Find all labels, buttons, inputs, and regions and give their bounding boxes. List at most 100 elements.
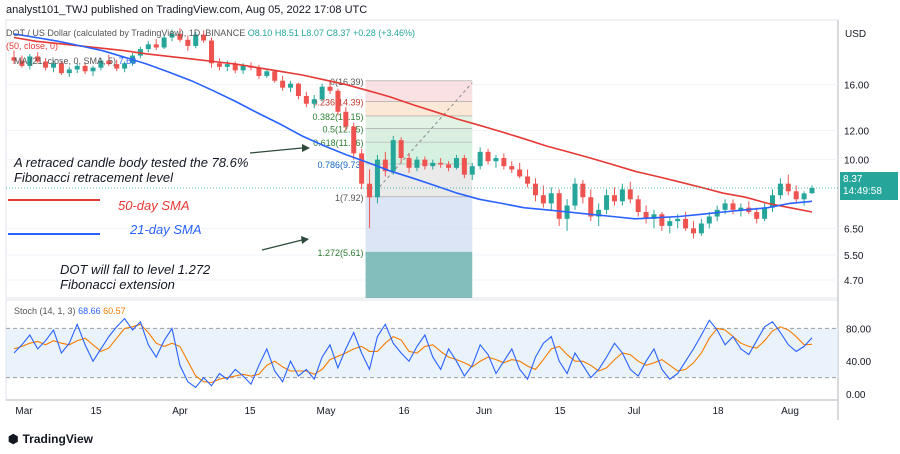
price-tick-label: 6.50: [844, 224, 864, 235]
stoch-tick-label: 80.00: [846, 324, 871, 335]
ohlc-open: O8.10: [247, 28, 273, 38]
candle-body: [501, 158, 507, 167]
candle-body: [201, 34, 207, 41]
candle-body: [185, 39, 191, 46]
price-tick-label: 4.70: [844, 276, 864, 287]
publisher-header: analyst101_TWJ published on TradingView.…: [6, 4, 367, 16]
sma21-legend-label: 21-day SMA: [130, 222, 202, 237]
candle-body: [659, 214, 665, 226]
candle-body: [272, 71, 278, 81]
stoch-legend: Stoch (14, 1, 3) 68.66 60.57: [14, 306, 126, 316]
candle-body: [51, 63, 57, 68]
candle-body: [74, 65, 80, 70]
candle-body: [769, 195, 775, 208]
candle-body: [351, 126, 357, 154]
time-tick-label: Aug: [781, 406, 799, 417]
candle-body: [256, 67, 262, 76]
candle-body: [193, 34, 199, 46]
candle-body: [635, 199, 641, 213]
candle-body: [177, 33, 183, 40]
candle-body: [390, 140, 396, 172]
ohlc-close: C8.37: [326, 28, 351, 38]
bar-countdown: 14:49:58: [843, 186, 882, 197]
time-tick-label: 15: [244, 406, 256, 417]
candle-body: [11, 57, 17, 61]
candle-body: [114, 64, 120, 69]
stoch-params: Stoch (14, 1, 3): [14, 306, 76, 316]
candle-body: [66, 69, 72, 74]
tradingview-logo[interactable]: ⬢ TradingView: [8, 432, 93, 446]
candle-body: [698, 223, 704, 234]
candle-body: [106, 60, 112, 65]
stoch-k-line: [13, 317, 813, 389]
publisher-text: analyst101_TWJ published on TradingView.…: [6, 4, 368, 16]
fib-trend-line: [375, 82, 473, 192]
tv-logo-icon: ⬢: [8, 432, 19, 446]
candle-body: [58, 63, 64, 74]
candle-body: [809, 188, 815, 194]
fib-level-label: 0.5(12.15): [323, 125, 364, 135]
candle-body: [619, 189, 625, 202]
candle-body: [738, 207, 744, 210]
candle-body: [169, 33, 175, 38]
ma21-value: 7.68: [118, 56, 137, 66]
candle-body: [556, 193, 562, 219]
candle-body: [232, 64, 238, 71]
candle-body: [777, 183, 783, 196]
time-tick-label: Mar: [15, 406, 33, 417]
current-price-value: 8.37: [843, 174, 863, 185]
candle-body: [224, 64, 230, 67]
candle-body: [572, 183, 578, 206]
candle-body: [604, 195, 610, 210]
candle-body: [303, 96, 309, 104]
sma50-legend-label: 50-day SMA: [118, 198, 190, 213]
candle-body: [469, 166, 475, 175]
candle-body: [651, 214, 657, 219]
candle-body: [785, 183, 791, 192]
candle-body: [90, 67, 96, 72]
candle-body: [446, 164, 452, 168]
retrace-arrow: [249, 147, 303, 154]
candle-body: [288, 83, 294, 88]
candle-body: [461, 158, 467, 175]
ma50-params: (50, close, 0): [6, 41, 59, 51]
price-tick-label: 16.00: [844, 81, 869, 92]
symbol-info-line: DOT / US Dollar (calculated by TradingVi…: [6, 28, 415, 38]
candle-body: [280, 80, 286, 88]
candle-body: [335, 90, 341, 112]
candle-body: [122, 63, 128, 69]
candle-body: [145, 44, 151, 50]
candle-body: [588, 197, 594, 217]
candle-body: [240, 65, 246, 71]
candle-body: [548, 193, 554, 204]
candle-body: [374, 159, 380, 198]
candle-body: [422, 159, 428, 167]
candle-body: [532, 183, 538, 196]
ohlc-high: H8.51: [274, 28, 299, 38]
fib-zone-0: [365, 80, 473, 102]
candle-body: [438, 162, 444, 165]
candle-body: [153, 44, 159, 48]
candle-body: [343, 111, 349, 127]
candle-body: [82, 65, 88, 72]
fib-zone-3: [365, 128, 473, 143]
time-tick-label: May: [317, 406, 336, 417]
candle-body: [525, 176, 531, 184]
candle-body: [311, 99, 317, 104]
candle-body: [730, 203, 736, 210]
stoch-tick-label: 0.00: [846, 390, 866, 401]
candle-body: [43, 61, 49, 68]
candle-body: [35, 56, 41, 62]
candle-body: [493, 158, 499, 162]
forecast-annotation: DOT will fall to level 1.272 Fibonacci e…: [60, 262, 211, 292]
candle-body: [327, 86, 333, 91]
stoch-tick-label: 40.00: [846, 357, 871, 368]
candle-body: [611, 195, 617, 202]
price-tick-label: 10.00: [844, 156, 869, 167]
currency-label: USD: [845, 29, 867, 40]
fib-level-label: 0.618(11.16): [313, 138, 363, 148]
time-tick-label: 15: [554, 406, 566, 417]
candle-body: [19, 60, 25, 66]
ohlc-low: L8.07: [301, 28, 324, 38]
